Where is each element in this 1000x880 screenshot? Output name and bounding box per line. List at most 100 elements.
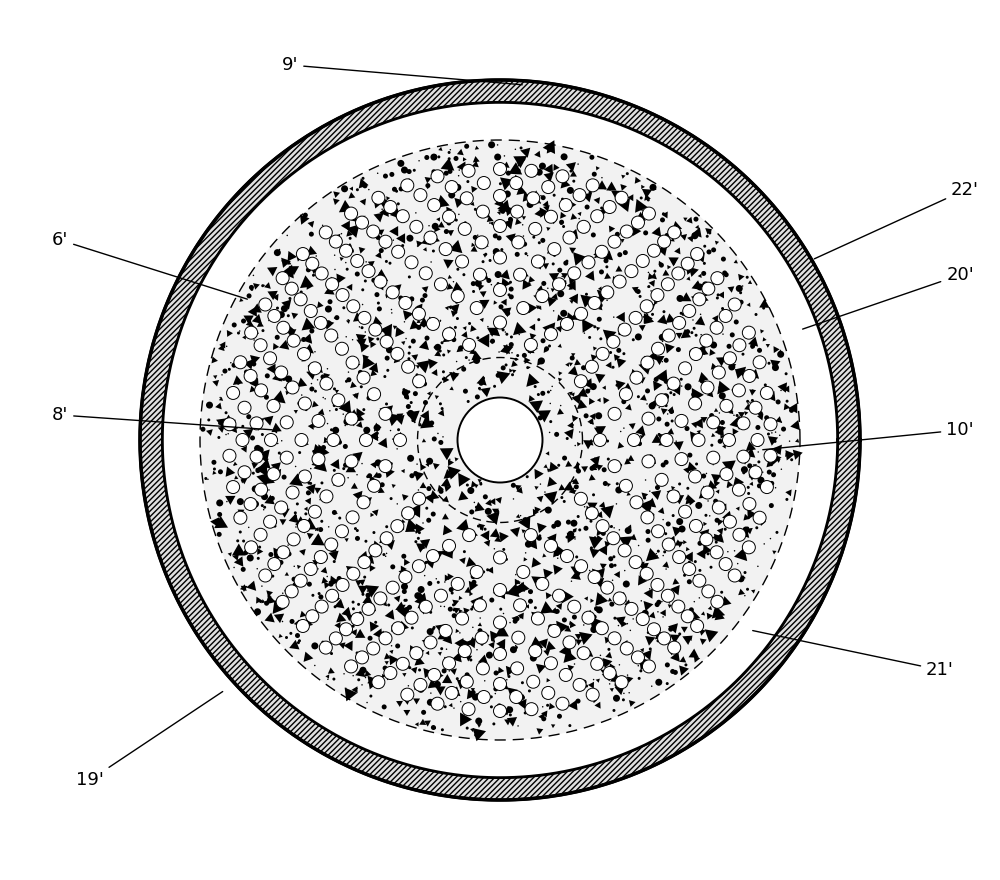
Polygon shape	[599, 502, 605, 509]
Circle shape	[702, 282, 715, 295]
Polygon shape	[414, 471, 424, 481]
Circle shape	[727, 551, 729, 553]
Circle shape	[646, 505, 651, 510]
Polygon shape	[630, 534, 637, 540]
Polygon shape	[534, 469, 544, 480]
Circle shape	[549, 432, 550, 433]
Polygon shape	[627, 492, 631, 495]
Polygon shape	[442, 513, 449, 519]
Circle shape	[505, 711, 508, 714]
Circle shape	[721, 257, 726, 261]
Circle shape	[395, 190, 398, 193]
Circle shape	[538, 415, 543, 421]
Circle shape	[681, 385, 682, 387]
Circle shape	[397, 429, 400, 431]
Circle shape	[658, 407, 660, 408]
Circle shape	[389, 290, 392, 294]
Polygon shape	[490, 528, 500, 538]
Circle shape	[386, 369, 389, 372]
Polygon shape	[396, 414, 403, 420]
Circle shape	[694, 601, 695, 603]
Circle shape	[429, 421, 434, 426]
Circle shape	[590, 187, 593, 190]
Polygon shape	[369, 363, 378, 373]
Circle shape	[542, 180, 555, 194]
Circle shape	[358, 312, 371, 325]
Circle shape	[583, 525, 588, 531]
Polygon shape	[681, 329, 691, 338]
Polygon shape	[744, 411, 748, 415]
Circle shape	[446, 221, 451, 225]
Polygon shape	[681, 292, 691, 301]
Circle shape	[711, 596, 724, 608]
Polygon shape	[638, 563, 649, 572]
Circle shape	[547, 288, 549, 289]
Polygon shape	[438, 673, 442, 678]
Circle shape	[665, 635, 668, 639]
Polygon shape	[506, 583, 520, 598]
Polygon shape	[497, 211, 501, 215]
Polygon shape	[389, 649, 393, 654]
Circle shape	[751, 468, 756, 473]
Circle shape	[334, 254, 335, 256]
Polygon shape	[620, 238, 625, 243]
Circle shape	[685, 426, 690, 431]
Circle shape	[575, 560, 588, 573]
Circle shape	[420, 222, 421, 224]
Circle shape	[510, 335, 513, 339]
Polygon shape	[422, 546, 426, 550]
Circle shape	[637, 395, 640, 399]
Polygon shape	[746, 442, 756, 451]
Circle shape	[655, 188, 656, 190]
Circle shape	[371, 226, 372, 227]
Text: 19': 19'	[76, 692, 223, 789]
Circle shape	[314, 390, 317, 392]
Circle shape	[317, 568, 319, 569]
Polygon shape	[370, 461, 377, 468]
Circle shape	[415, 224, 420, 229]
Polygon shape	[362, 356, 375, 370]
Polygon shape	[605, 362, 612, 369]
Circle shape	[718, 439, 723, 444]
Circle shape	[559, 199, 572, 211]
Circle shape	[345, 660, 358, 673]
Circle shape	[511, 662, 524, 675]
Circle shape	[668, 642, 681, 654]
Circle shape	[577, 647, 590, 660]
Polygon shape	[577, 400, 587, 409]
Polygon shape	[667, 489, 673, 496]
Circle shape	[207, 419, 210, 422]
Polygon shape	[355, 629, 365, 638]
Polygon shape	[638, 362, 652, 375]
Polygon shape	[759, 298, 770, 308]
Circle shape	[472, 290, 475, 293]
Polygon shape	[715, 611, 725, 620]
Polygon shape	[471, 688, 475, 692]
Circle shape	[263, 506, 266, 509]
Polygon shape	[255, 462, 267, 476]
Circle shape	[776, 400, 781, 405]
Polygon shape	[459, 609, 463, 613]
Circle shape	[665, 422, 670, 427]
Circle shape	[319, 603, 322, 605]
Circle shape	[529, 367, 530, 368]
Circle shape	[544, 656, 557, 670]
Circle shape	[582, 612, 595, 624]
Polygon shape	[596, 678, 600, 683]
Polygon shape	[670, 651, 680, 662]
Circle shape	[374, 430, 375, 431]
Circle shape	[345, 262, 347, 263]
Polygon shape	[346, 230, 353, 237]
Polygon shape	[674, 603, 681, 610]
Polygon shape	[727, 480, 733, 488]
Circle shape	[314, 551, 327, 563]
Polygon shape	[465, 587, 471, 593]
Circle shape	[630, 495, 643, 509]
Polygon shape	[629, 423, 636, 429]
Circle shape	[303, 213, 308, 217]
Circle shape	[374, 424, 381, 431]
Circle shape	[517, 566, 530, 578]
Polygon shape	[281, 299, 291, 310]
Circle shape	[319, 642, 332, 654]
Circle shape	[416, 325, 421, 330]
